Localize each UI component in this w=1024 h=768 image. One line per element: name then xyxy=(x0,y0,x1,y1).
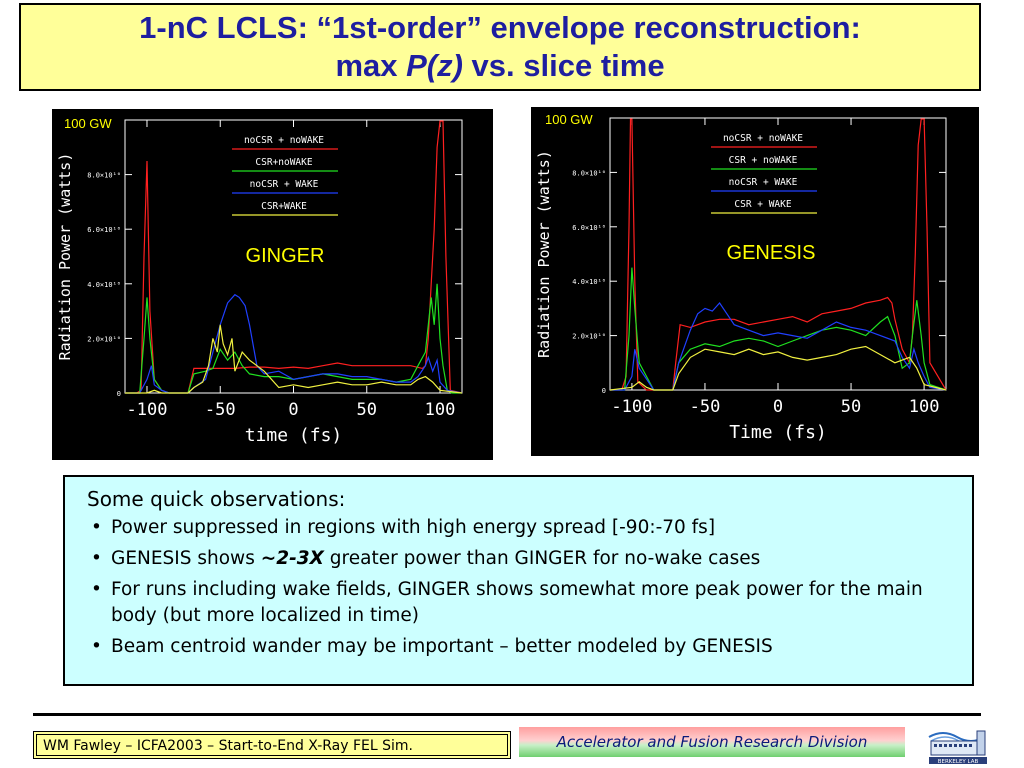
x-axis-label: Time (fs) xyxy=(729,422,827,443)
x-tick-label: 0 xyxy=(773,397,783,417)
y-axis-label: Radiation Power (watts) xyxy=(56,153,74,361)
series-line xyxy=(125,283,462,394)
observation-item: Power suppressed in regions with high en… xyxy=(87,515,962,541)
berkeley-lab-logo: BERKELEY LAB xyxy=(928,730,987,765)
legend-label: CSR+WAKE xyxy=(261,201,307,212)
title-line-2: max P(z) vs. slice time xyxy=(21,47,979,85)
observations-box: Some quick observations: Power suppresse… xyxy=(63,475,974,686)
slide-title: 1-nC LCLS: “1st-order” envelope reconstr… xyxy=(19,3,981,91)
observation-text: Beam centroid wander may be important – … xyxy=(111,636,773,657)
observation-item: For runs including wake fields, GINGER s… xyxy=(87,577,962,629)
y-tick-label: 6.0×10¹⁰ xyxy=(87,226,121,234)
y-tick-label: 0 xyxy=(602,387,606,395)
x-tick-label: 100 xyxy=(909,397,940,417)
legend-label: CSR + WAKE xyxy=(734,199,791,210)
legend-label: noCSR + noWAKE xyxy=(723,133,803,144)
x-tick-label: -100 xyxy=(127,400,168,420)
footer-author: WM Fawley – ICFA2003 – Start-to-End X-Ra… xyxy=(36,734,508,756)
ginger-plot: -100 -50 0 50 100 0 2.0×10¹⁰ 4.0×10¹⁰ 6.0×10¹⁰ 8.… xyxy=(52,109,493,460)
x-axis-label: time (fs) xyxy=(245,425,343,446)
x-tick-label: 50 xyxy=(357,400,377,420)
logo-text: BERKELEY LAB xyxy=(938,759,979,765)
title-line-1: 1-nC LCLS: “1st-order” envelope reconstr… xyxy=(139,10,861,45)
y-tick-label: 4.0×10¹⁰ xyxy=(87,281,121,289)
series-line xyxy=(125,324,463,394)
observation-emphasis: ~2-3X xyxy=(260,548,324,569)
y-tick-label: 8.0×10¹⁰ xyxy=(572,169,606,177)
footer-division: Accelerator and Fusion Research Division xyxy=(519,727,905,757)
x-tick-label: 50 xyxy=(841,397,861,417)
code-label: GENESIS xyxy=(727,242,816,264)
x-tick-label: 0 xyxy=(288,400,298,420)
genesis-chart: -100 -50 0 50 100 0 2.0×10¹⁰ 4.0×10¹⁰ 6.0×10¹⁰ 8.… xyxy=(535,112,947,443)
series-line xyxy=(610,302,947,391)
y-tick-label: 0 xyxy=(117,390,121,398)
y-tick-label: 4.0×10¹⁰ xyxy=(572,278,606,286)
observation-text: For runs including wake fields, GINGER s… xyxy=(111,579,923,626)
x-tick-label: -50 xyxy=(205,400,236,420)
peak-annotation: 100 GW xyxy=(64,116,112,131)
observation-item: GENESIS shows ~2-3X greater power than G… xyxy=(87,546,962,572)
observation-text: GENESIS shows xyxy=(111,548,261,569)
observation-text: Power suppressed in regions with high en… xyxy=(111,517,716,538)
legend-label: noCSR + WAKE xyxy=(729,177,798,188)
y-tick-label: 2.0×10¹⁰ xyxy=(87,335,121,343)
x-tick-label: -100 xyxy=(611,397,652,417)
legend-label: CSR+noWAKE xyxy=(255,157,312,168)
title-line-2-post: vs. slice time xyxy=(462,48,665,83)
y-tick-label: 6.0×10¹⁰ xyxy=(572,224,606,232)
observations-list: Power suppressed in regions with high en… xyxy=(87,515,962,660)
observations-heading: Some quick observations: xyxy=(87,487,346,511)
observation-text-post: greater power than GINGER for no-wake ca… xyxy=(323,548,761,569)
genesis-plot: -100 -50 0 50 100 0 2.0×10¹⁰ 4.0×10¹⁰ 6.0×10¹⁰ 8.… xyxy=(531,107,979,456)
series-line xyxy=(609,345,947,391)
peak-annotation: 100 GW xyxy=(545,112,593,127)
y-tick-label: 8.0×10¹⁰ xyxy=(87,172,121,180)
footer-author-box: WM Fawley – ICFA2003 – Start-to-End X-Ra… xyxy=(33,731,511,759)
footer-rule xyxy=(33,713,981,716)
title-line-2-pre: max xyxy=(335,48,407,83)
x-tick-label: -50 xyxy=(690,397,721,417)
y-tick-label: 2.0×10¹⁰ xyxy=(572,333,606,341)
legend-label: CSR + noWAKE xyxy=(729,155,798,166)
legend-label: noCSR + WAKE xyxy=(250,179,319,190)
series-line xyxy=(610,267,947,391)
title-line-2-em: P(z) xyxy=(406,48,463,83)
observation-item: Beam centroid wander may be important – … xyxy=(87,634,962,660)
x-tick-label: 100 xyxy=(425,400,456,420)
code-label: GINGER xyxy=(246,245,325,267)
legend-label: noCSR + noWAKE xyxy=(244,135,324,146)
y-axis-label: Radiation Power (watts) xyxy=(535,150,553,358)
ginger-chart: -100 -50 0 50 100 0 2.0×10¹⁰ 4.0×10¹⁰ 6.0×10¹⁰ 8.… xyxy=(56,116,463,446)
